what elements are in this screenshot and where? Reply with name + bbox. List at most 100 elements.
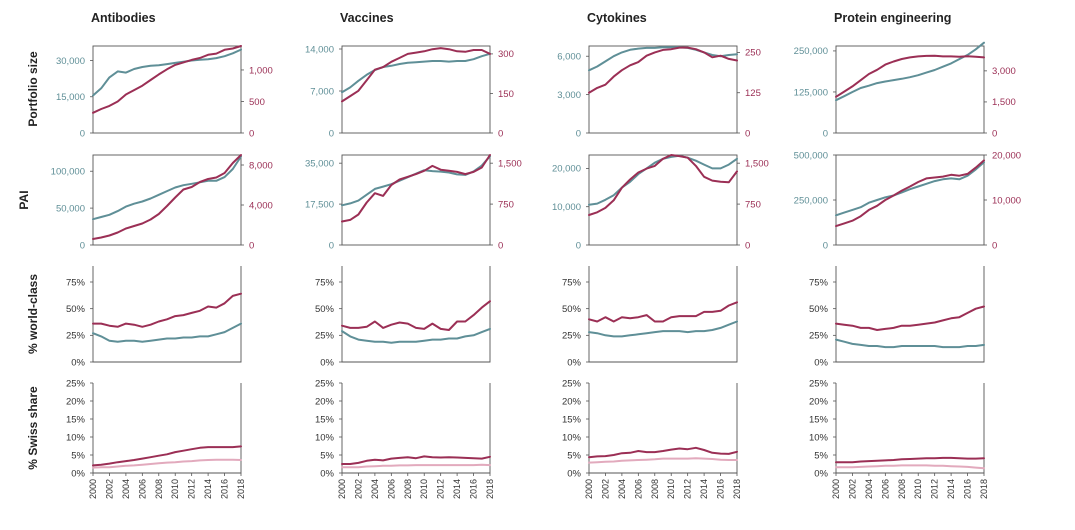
x-tick-label: 2012 xyxy=(187,479,197,499)
column-title-vaccines: Vaccines xyxy=(340,11,394,25)
left-tick-label: 25% xyxy=(562,331,582,342)
x-tick-label: 2016 xyxy=(220,479,230,499)
series-line-maroon xyxy=(835,305,985,331)
x-tick-label: 2012 xyxy=(930,479,940,499)
right-tick-label: 3,000 xyxy=(992,66,1016,77)
left-tick-label: 50% xyxy=(562,304,582,315)
series-line-maroon xyxy=(588,154,738,216)
x-tick-label: 2002 xyxy=(847,479,857,499)
left-tick-label: 5% xyxy=(320,450,334,461)
x-tick-label: 2008 xyxy=(154,479,164,499)
panel-frame xyxy=(588,266,738,363)
left-tick-label: 7,000 xyxy=(310,86,334,97)
right-tick-label: 1,000 xyxy=(249,65,273,76)
series-line-teal xyxy=(92,48,242,97)
panel-r3-c4: 0% 25% 50% 75% xyxy=(809,266,985,368)
x-tick-label: 2002 xyxy=(104,479,114,499)
right-tick-label: 1,500 xyxy=(992,97,1016,108)
series-line-teal xyxy=(341,155,491,207)
series-line-pink xyxy=(835,464,985,470)
x-tick-label: 2006 xyxy=(880,479,890,499)
series-line-teal xyxy=(835,161,985,217)
x-tick-label: 2006 xyxy=(633,479,643,499)
left-tick-label: 25% xyxy=(562,378,582,389)
panel-frame xyxy=(341,154,491,246)
left-tick-label: 25% xyxy=(809,378,829,389)
left-tick-label: 20,000 xyxy=(552,164,581,175)
row-label-portfolio-size: Portfolio size xyxy=(26,51,40,127)
x-tick-label: 2006 xyxy=(386,479,396,499)
left-tick-label: 5% xyxy=(71,450,85,461)
series-line-maroon xyxy=(588,46,738,94)
series-line-maroon xyxy=(835,456,985,464)
panel-r3-c1: 0% 25% 50% 75% xyxy=(66,266,242,368)
panel-frame xyxy=(588,45,738,134)
left-tick-label: 10% xyxy=(315,432,335,443)
right-tick-label: 0 xyxy=(992,128,997,139)
left-tick-label: 250,000 xyxy=(794,46,828,57)
left-tick-label: 10,000 xyxy=(552,202,581,213)
left-tick-label: 17,500 xyxy=(305,199,334,210)
left-tick-label: 15% xyxy=(809,414,829,425)
x-tick-label: 2014 xyxy=(699,479,709,499)
right-tick-label: 10,000 xyxy=(992,195,1021,206)
x-tick-label: 2002 xyxy=(353,479,363,499)
panel-r2-c3: 0 10,000 20,000 0 750 1,500 xyxy=(552,154,769,251)
right-tick-label: 0 xyxy=(745,240,750,251)
left-tick-label: 25% xyxy=(315,378,335,389)
left-tick-label: 500,000 xyxy=(794,150,828,161)
left-tick-label: 20% xyxy=(66,396,86,407)
panel-r2-c2: 0 17,500 35,000 0 750 1,500 xyxy=(305,154,522,251)
x-tick-label: 2000 xyxy=(337,479,347,499)
x-tick-label: 2018 xyxy=(979,479,989,499)
left-tick-label: 30,000 xyxy=(56,56,85,67)
panel-frame xyxy=(92,383,242,474)
left-tick-label: 0 xyxy=(576,128,581,139)
left-tick-label: 14,000 xyxy=(305,44,334,55)
left-tick-label: 20% xyxy=(562,396,582,407)
left-tick-label: 10% xyxy=(562,432,582,443)
x-tick-label: 2004 xyxy=(121,479,131,499)
left-tick-label: 0% xyxy=(320,357,334,368)
right-tick-label: 1,500 xyxy=(498,158,522,169)
row-label-swiss-share: % Swiss share xyxy=(26,386,40,470)
x-tick-label: 2000 xyxy=(88,479,98,499)
left-tick-label: 15% xyxy=(66,414,86,425)
x-tick-label: 2018 xyxy=(236,479,246,499)
series-line-maroon xyxy=(588,446,738,459)
left-tick-label: 15% xyxy=(315,414,335,425)
left-tick-label: 0% xyxy=(71,468,85,479)
left-tick-label: 50% xyxy=(66,304,86,315)
panel-r1-c1: 0 15,000 30,000 0 500 1,000 xyxy=(56,45,273,139)
left-tick-label: 0% xyxy=(567,357,581,368)
row-label-world-class: % world-class xyxy=(26,274,40,354)
left-tick-label: 75% xyxy=(66,277,86,288)
series-line-teal xyxy=(588,320,738,338)
panel-frame xyxy=(92,266,242,363)
x-tick-label: 2010 xyxy=(419,479,429,499)
x-tick-label: 2010 xyxy=(666,479,676,499)
left-tick-label: 6,000 xyxy=(557,52,581,63)
right-tick-label: 500 xyxy=(249,97,265,108)
right-tick-label: 750 xyxy=(498,199,514,210)
left-tick-label: 0% xyxy=(814,468,828,479)
left-tick-label: 250,000 xyxy=(794,195,828,206)
panel-frame xyxy=(588,383,738,474)
x-tick-label: 2008 xyxy=(897,479,907,499)
series-line-maroon xyxy=(588,301,738,323)
column-title-antibodies: Antibodies xyxy=(91,11,156,25)
x-tick-label: 2014 xyxy=(452,479,462,499)
x-tick-label: 2010 xyxy=(913,479,923,499)
left-tick-label: 25% xyxy=(809,331,829,342)
panel-frame xyxy=(341,266,491,363)
left-tick-label: 0 xyxy=(823,240,828,251)
left-tick-label: 100,000 xyxy=(51,167,85,178)
series-line-pink xyxy=(588,457,738,464)
right-tick-label: 0 xyxy=(498,240,503,251)
x-tick-label: 2012 xyxy=(683,479,693,499)
panel-r4-c1: 0% 5% 10% 15% 20% 25% 2000 2002 2004 2006 2008 2010… xyxy=(66,378,246,499)
right-tick-label: 750 xyxy=(745,199,761,210)
x-tick-label: 2008 xyxy=(650,479,660,499)
x-tick-label: 2012 xyxy=(436,479,446,499)
panel-frame xyxy=(588,154,738,246)
